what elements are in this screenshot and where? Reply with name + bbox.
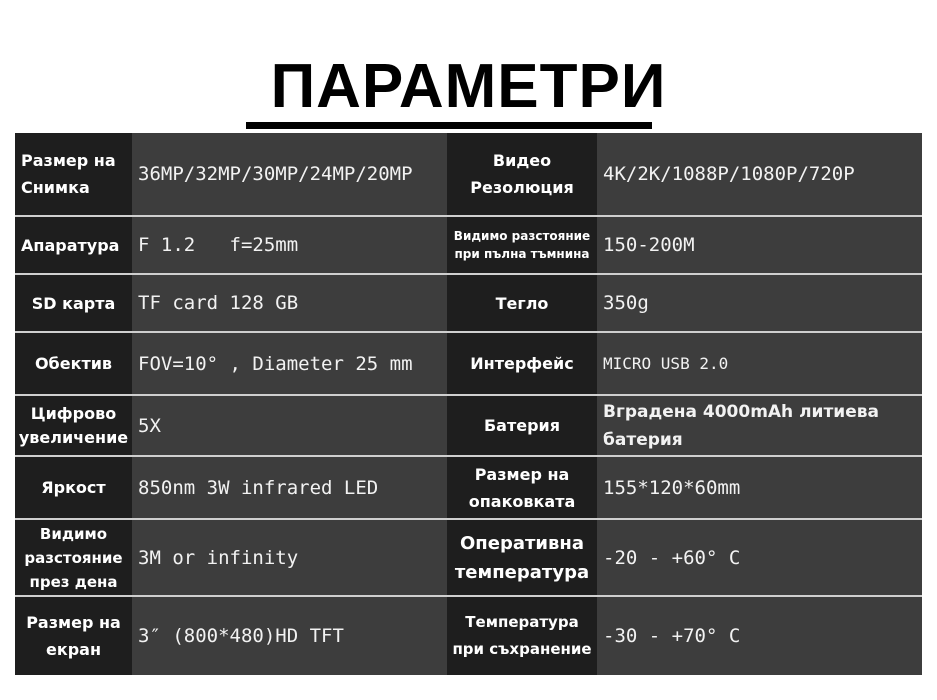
- spec-value: 350g: [597, 275, 922, 333]
- spec-label: Размер на екран: [15, 597, 132, 675]
- spec-label: Оперативна температура: [447, 520, 597, 597]
- spec-label: Видимо разстояние при пълна тъмнина: [447, 217, 597, 275]
- spec-value: -30 - +70° C: [597, 597, 922, 675]
- spec-value: 150-200M: [597, 217, 922, 275]
- spec-value: FOV=10° , Diameter 25 mm: [132, 333, 447, 396]
- spec-value: 3″ (800*480)HD TFT: [132, 597, 447, 675]
- spec-label: SD карта: [15, 275, 132, 333]
- spec-value: TF card 128 GB: [132, 275, 447, 333]
- spec-label: Видимо разстояние през дена: [15, 520, 132, 597]
- spec-value: 3M or infinity: [132, 520, 447, 597]
- spec-label: Размер на Снимка: [15, 133, 132, 217]
- spec-label: Интерфейс: [447, 333, 597, 396]
- spec-value: 155*120*60mm: [597, 457, 922, 520]
- spec-value: 850nm 3W infrared LED: [132, 457, 447, 520]
- spec-value: -20 - +60° C: [597, 520, 922, 597]
- spec-label: Тегло: [447, 275, 597, 333]
- spec-label: Яркост: [15, 457, 132, 520]
- spec-value: MICRO USB 2.0: [597, 333, 922, 396]
- spec-label: Цифрово увеличение: [15, 396, 132, 457]
- page-title: ПАРАМЕТРИ: [270, 52, 667, 121]
- spec-table: Размер на Снимка 36MP/32MP/30MP/24MP/20M…: [15, 133, 922, 675]
- spec-label: Обектив: [15, 333, 132, 396]
- spec-value: F 1.2 f=25mm: [132, 217, 447, 275]
- spec-label: Видео Резолюция: [447, 133, 597, 217]
- spec-label: Апаратура: [15, 217, 132, 275]
- spec-value: Вградена 4000mAh литиева батерия: [597, 396, 922, 457]
- spec-value: 5X: [132, 396, 447, 457]
- spec-label: Размер на опаковката: [447, 457, 597, 520]
- spec-value: 36MP/32MP/30MP/24MP/20MP: [132, 133, 447, 217]
- spec-label: Батерия: [447, 396, 597, 457]
- spec-label: Температура при съхранение: [447, 597, 597, 675]
- title-underline: [246, 122, 652, 129]
- spec-value: 4K/2K/1088P/1080P/720P: [597, 133, 922, 217]
